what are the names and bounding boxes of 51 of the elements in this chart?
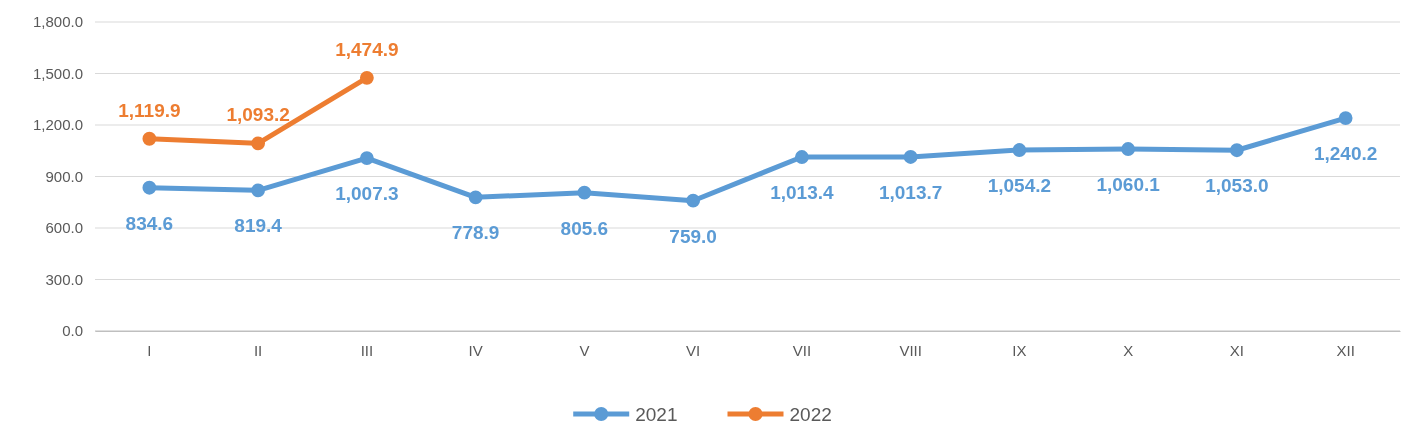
data-label: 778.9 bbox=[451, 222, 500, 244]
data-label: 1,119.9 bbox=[118, 99, 181, 121]
point bbox=[686, 193, 701, 208]
data-label: 1,474.9 bbox=[335, 38, 399, 60]
x-tick-label: IX bbox=[1012, 341, 1027, 359]
data-label: 1,240.2 bbox=[1313, 143, 1378, 165]
point bbox=[794, 150, 809, 164]
x-tick-label: IV bbox=[468, 341, 483, 359]
x-tick-label: XI bbox=[1229, 341, 1244, 359]
data-label: 759.0 bbox=[669, 225, 717, 247]
x-tick-label: I bbox=[147, 341, 152, 359]
point bbox=[359, 151, 374, 165]
data-label: 819.4 bbox=[234, 215, 283, 237]
x-tick-label: VI bbox=[686, 341, 701, 359]
point bbox=[577, 185, 592, 200]
point bbox=[1229, 143, 1244, 158]
x-tick-label: V bbox=[579, 341, 590, 359]
point bbox=[903, 150, 918, 164]
y-tick-label: 1,500.0 bbox=[32, 64, 83, 82]
x-tick-label: XII bbox=[1336, 341, 1355, 359]
data-label: 834.6 bbox=[125, 212, 174, 234]
point bbox=[1012, 143, 1027, 157]
data-label: 1,053.0 bbox=[1205, 175, 1269, 197]
y-tick-label: 1,200.0 bbox=[32, 116, 83, 134]
x-tick-label: VIII bbox=[899, 341, 922, 359]
data-label: 805.6 bbox=[560, 217, 609, 239]
y-tick-label: 1,800.0 bbox=[32, 13, 83, 31]
point bbox=[251, 183, 266, 198]
data-label: 1,060.1 bbox=[1096, 174, 1161, 196]
point bbox=[468, 190, 483, 205]
y-tick-label: 900.0 bbox=[45, 167, 83, 185]
y-tick-label: 600.0 bbox=[45, 219, 83, 237]
data-label: 1,007.3 bbox=[335, 183, 399, 205]
x-tick-label: VII bbox=[792, 341, 812, 359]
data-label: 1,013.4 bbox=[770, 182, 834, 204]
y-tick-label: 0.0 bbox=[62, 322, 83, 340]
point bbox=[142, 131, 157, 146]
x-tick-label: II bbox=[253, 341, 263, 359]
point bbox=[251, 136, 266, 151]
point bbox=[359, 70, 374, 85]
legend-label: 2022 bbox=[789, 403, 832, 425]
legend-label: 2021 bbox=[635, 403, 678, 425]
point bbox=[142, 180, 157, 195]
data-label: 1,054.2 bbox=[987, 175, 1052, 197]
point bbox=[1121, 142, 1136, 156]
data-label: 1,093.2 bbox=[226, 104, 290, 126]
data-label: 1,013.7 bbox=[878, 181, 943, 203]
y-tick-label: 300.0 bbox=[45, 270, 83, 288]
x-tick-label: X bbox=[1123, 341, 1134, 359]
point bbox=[1338, 111, 1353, 125]
x-tick-label: III bbox=[360, 341, 374, 359]
